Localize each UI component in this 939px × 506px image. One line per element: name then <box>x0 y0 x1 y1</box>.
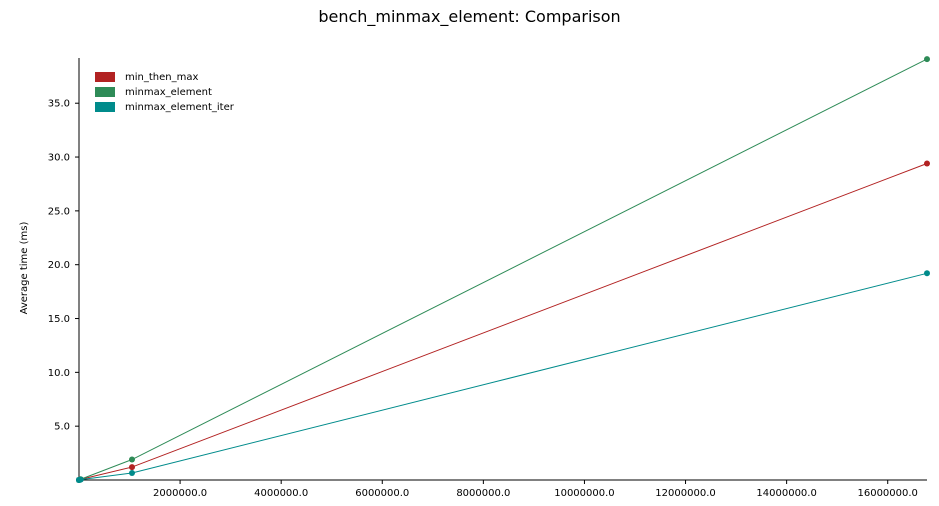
y-tick-label: 30.0 <box>48 153 70 164</box>
series-min_then_max <box>76 160 930 483</box>
y-tick-label: 5.0 <box>54 422 70 433</box>
data-point <box>924 160 930 167</box>
series-layer <box>76 56 930 483</box>
data-point <box>924 56 930 63</box>
data-point <box>129 464 135 471</box>
chart-title: bench_minmax_element: Comparison <box>318 7 621 26</box>
data-point <box>129 470 135 477</box>
legend: min_then_max minmax_element minmax_element… <box>95 72 235 113</box>
x-tick-label: 2000000.0 <box>153 488 207 499</box>
y-tick-label: 35.0 <box>48 99 70 110</box>
x-tick-label: 12000000.0 <box>655 488 715 499</box>
x-tick-label: 4000000.0 <box>254 488 308 499</box>
legend-label: minmax_element_iter <box>125 102 235 113</box>
legend-swatch <box>95 87 115 97</box>
y-tick-label: 20.0 <box>48 260 70 271</box>
x-tick-label: 14000000.0 <box>756 488 816 499</box>
data-point <box>77 476 84 483</box>
series-minmax_element <box>76 56 930 483</box>
series-line <box>78 163 928 481</box>
y-axis-label: Average time (ms) <box>19 222 30 315</box>
y-tick-label: 10.0 <box>48 368 70 379</box>
x-tick-label: 16000000.0 <box>857 488 917 499</box>
x-tick-label: 6000000.0 <box>355 488 409 499</box>
data-point <box>924 270 930 277</box>
legend-label: min_then_max <box>125 72 198 83</box>
legend-label: minmax_element <box>125 87 212 98</box>
x-tick-label: 8000000.0 <box>456 488 510 499</box>
series-line <box>78 272 928 481</box>
x-tick-label: 10000000.0 <box>554 488 614 499</box>
legend-swatch <box>95 72 115 82</box>
y-tick-label: 15.0 <box>48 314 70 325</box>
y-tick-label: 25.0 <box>48 206 70 217</box>
legend-swatch <box>95 102 115 112</box>
data-point <box>129 456 135 463</box>
series-minmax_element_iter <box>76 270 930 483</box>
series-line <box>78 58 928 481</box>
axes: 2000000.0 4000000.0 6000000.0 8000000.0 1000… <box>48 58 927 499</box>
